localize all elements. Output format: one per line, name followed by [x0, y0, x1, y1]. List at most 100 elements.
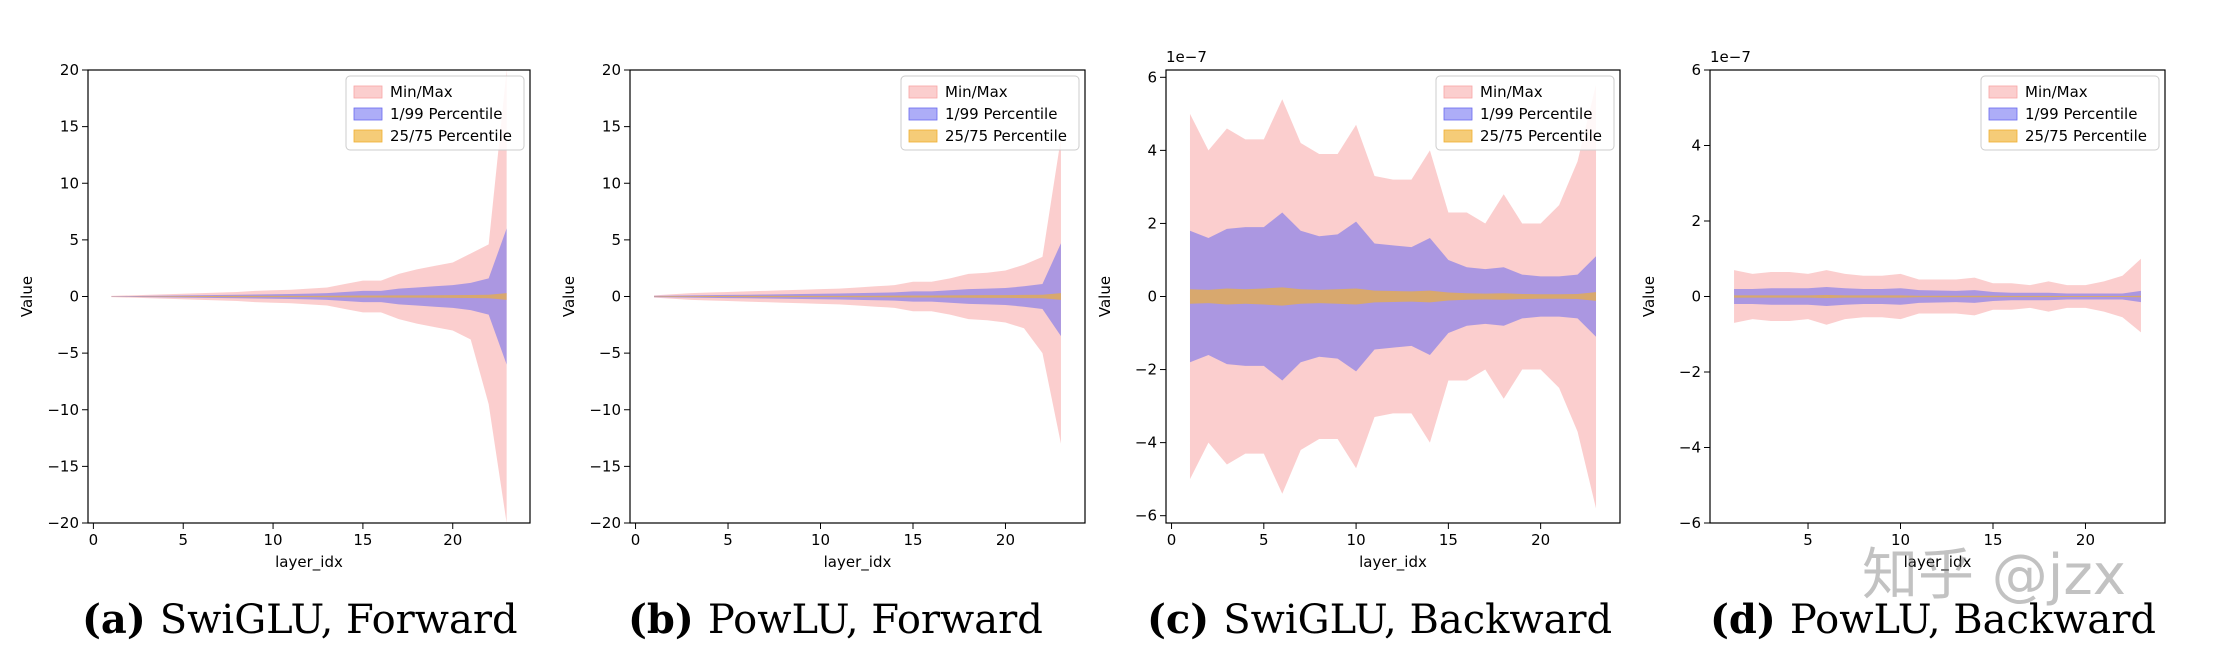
x-tick-label: 15: [353, 531, 372, 549]
y-tick-label: −4: [1679, 439, 1701, 457]
y-tick-label: 4: [1691, 137, 1701, 155]
y-tick-label: −6: [1135, 507, 1157, 525]
x-tick-label: 10: [1347, 531, 1366, 549]
y-tick-label: −10: [47, 401, 79, 419]
x-tick-label: 20: [996, 531, 1015, 549]
chart-panel-0: 0 5 10 15 20 −20 −15 −10 −5 0 5 10 15 20 layer_idx Valu…: [18, 61, 531, 572]
legend-label: 25/75 Percentile: [390, 127, 512, 145]
band-minmax: [654, 137, 1061, 444]
legend-swatch-p1_99: [908, 107, 938, 121]
x-axis-label: layer_idx: [824, 553, 892, 572]
x-axis-label: layer_idx: [1359, 553, 1427, 572]
legend-label: 25/75 Percentile: [2025, 127, 2147, 145]
band-p1_99: [654, 243, 1061, 337]
y-tick-label: 2: [1147, 214, 1157, 232]
x-tick-label: 15: [1439, 531, 1458, 549]
axis-scale-label: 1e−7: [1710, 48, 1751, 66]
legend-swatch-p1_99: [353, 107, 383, 121]
legend: Min/Max 1/99 Percentile 25/75 Percentile: [900, 75, 1080, 151]
y-tick-label: 0: [611, 288, 621, 306]
caption-text: SwiGLU, Backward: [1223, 597, 1613, 643]
legend-label: Min/Max: [2025, 83, 2088, 101]
y-tick-label: 20: [602, 61, 621, 79]
caption-text: PowLU, Forward: [707, 597, 1043, 643]
y-tick-label: −5: [599, 344, 621, 362]
x-axis-label: layer_idx: [1904, 553, 1972, 572]
legend-swatch-p1_99: [1443, 107, 1473, 121]
legend-box: [1435, 75, 1615, 151]
legend-label: 25/75 Percentile: [945, 127, 1067, 145]
legend-label: Min/Max: [945, 83, 1008, 101]
y-tick-label: 6: [1147, 68, 1157, 86]
legend-swatch-minmax: [1988, 85, 2018, 99]
y-tick-label: 20: [60, 61, 79, 79]
legend-label: Min/Max: [390, 83, 453, 101]
y-tick-label: −2: [1679, 363, 1701, 381]
y-axis-label: Value: [560, 276, 578, 317]
x-tick-label: 20: [1531, 531, 1550, 549]
y-tick-label: 15: [602, 118, 621, 136]
band-p25_75: [654, 293, 1061, 300]
y-tick-label: −5: [57, 344, 79, 362]
y-tick-label: 15: [60, 118, 79, 136]
legend: Min/Max 1/99 Percentile 25/75 Percentile: [345, 75, 525, 151]
legend-swatch-minmax: [353, 85, 383, 99]
caption-tag: (c): [1147, 596, 1210, 643]
y-tick-label: 6: [1691, 61, 1701, 79]
legend-box: [900, 75, 1080, 151]
caption-text: SwiGLU, Forward: [159, 597, 518, 643]
y-tick-label: −2: [1135, 361, 1157, 379]
y-tick-label: 4: [1147, 141, 1157, 159]
chart-panel-3: 5 10 15 20 −6 −4 −2 0 2 4 6 layer_idx Value 1e−7 Min/M…: [1640, 48, 2166, 572]
caption-text: PowLU, Backward: [1789, 597, 2156, 643]
legend: Min/Max 1/99 Percentile 25/75 Percentile: [1435, 75, 1615, 151]
legend-label: 25/75 Percentile: [1480, 127, 1602, 145]
x-tick-label: 5: [1259, 531, 1269, 549]
legend-swatch-p25_75: [1443, 129, 1473, 143]
legend-box: [1980, 75, 2160, 151]
x-tick-label: 0: [89, 531, 99, 549]
watermark-text: 知乎 @jzx: [1862, 543, 2126, 608]
x-tick-label: 15: [1983, 531, 2002, 549]
legend-swatch-minmax: [908, 85, 938, 99]
caption-c: (c) SwiGLU, Backward: [1147, 596, 1612, 643]
caption-d: (d) PowLU, Backward: [1710, 596, 2156, 643]
caption-tag: (a): [82, 596, 146, 643]
band-p25_75: [111, 293, 507, 300]
x-tick-label: 20: [2076, 531, 2095, 549]
caption-tag: (d): [1710, 596, 1776, 643]
x-tick-label: 5: [723, 531, 733, 549]
y-tick-label: −10: [589, 401, 621, 419]
y-axis-label: Value: [1640, 276, 1658, 317]
caption-a: (a) SwiGLU, Forward: [82, 596, 518, 643]
y-axis-label: Value: [1096, 276, 1114, 317]
band-p25_75: [1189, 287, 1597, 306]
y-tick-label: −15: [589, 457, 621, 475]
y-tick-label: −15: [47, 457, 79, 475]
y-tick-label: −20: [589, 514, 621, 532]
x-tick-label: 0: [631, 531, 641, 549]
x-tick-label: 10: [264, 531, 283, 549]
y-tick-label: 5: [611, 231, 621, 249]
x-tick-label: 5: [178, 531, 188, 549]
y-tick-label: 10: [60, 174, 79, 192]
y-tick-label: −6: [1679, 514, 1701, 532]
y-tick-label: 2: [1691, 212, 1701, 230]
legend-box: [345, 75, 525, 151]
legend-swatch-p25_75: [908, 129, 938, 143]
x-tick-label: 15: [903, 531, 922, 549]
legend-swatch-minmax: [1443, 85, 1473, 99]
y-tick-label: 5: [69, 231, 79, 249]
x-tick-label: 10: [811, 531, 830, 549]
y-axis-label: Value: [18, 276, 36, 317]
y-tick-label: −4: [1135, 434, 1157, 452]
legend-label: 1/99 Percentile: [945, 105, 1057, 123]
x-tick-label: 0: [1167, 531, 1177, 549]
caption-b: (b) PowLU, Forward: [628, 596, 1043, 643]
legend-swatch-p25_75: [1988, 129, 2018, 143]
legend-label: 1/99 Percentile: [1480, 105, 1592, 123]
x-tick-label: 20: [443, 531, 462, 549]
legend-swatch-p1_99: [1988, 107, 2018, 121]
legend: Min/Max 1/99 Percentile 25/75 Percentile: [1980, 75, 2160, 151]
band-p25_75: [1734, 294, 2141, 299]
